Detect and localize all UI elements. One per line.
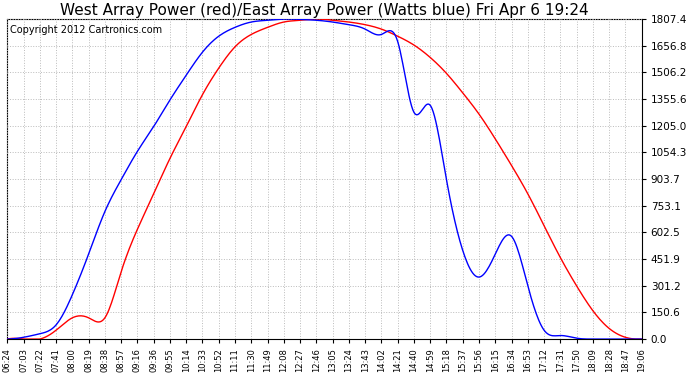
Text: Copyright 2012 Cartronics.com: Copyright 2012 Cartronics.com (10, 26, 163, 35)
Title: West Array Power (red)/East Array Power (Watts blue) Fri Apr 6 19:24: West Array Power (red)/East Array Power … (60, 3, 589, 18)
